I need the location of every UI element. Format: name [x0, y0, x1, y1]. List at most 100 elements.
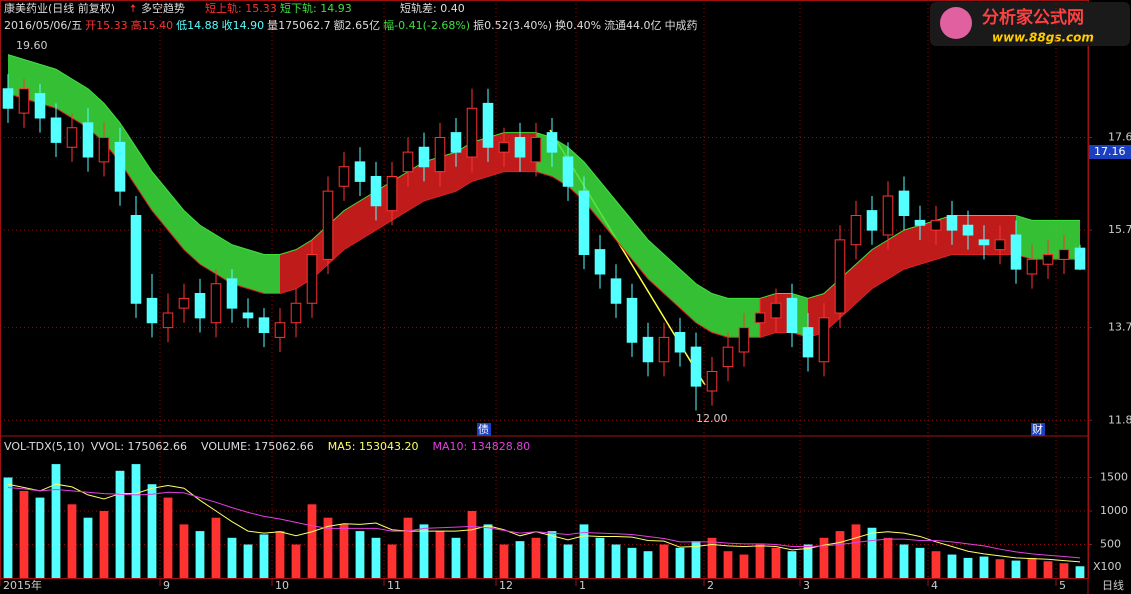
low-label: 12.00 — [696, 412, 728, 425]
volume-label: MA10: 134828.80 — [432, 440, 530, 453]
candle-body — [786, 297, 798, 333]
candle-body — [226, 278, 238, 309]
x-tick-label: 4 — [931, 579, 938, 592]
candle-body — [946, 215, 958, 231]
x-tick-label: 2 — [707, 579, 714, 592]
event-label: 债 — [478, 422, 489, 436]
candle-body — [930, 219, 942, 231]
volume-bar — [1059, 563, 1069, 578]
candle-body — [994, 239, 1006, 251]
candle-body — [354, 161, 366, 182]
volume-header: VOL-TDX(5,10) VVOL: 175062.66 VOLUME: 1750… — [4, 440, 530, 453]
volume-bar — [771, 547, 781, 578]
volume-bar — [803, 544, 813, 578]
y-tick-label: 1000 — [1100, 504, 1128, 517]
arrow-icon: 🠅 — [130, 2, 136, 15]
candle-body — [466, 107, 478, 158]
info-line: 2016/05/06/五 开15.33 高15.40 低14.88 收14.90 量175… — [4, 18, 698, 32]
volume-bar — [579, 524, 589, 578]
candle-body — [754, 312, 766, 324]
x-tick-label: 1 — [579, 579, 586, 592]
band-segment — [920, 220, 936, 265]
candle-body — [706, 371, 718, 392]
volume-bar — [147, 484, 157, 578]
volume-bar — [259, 534, 269, 578]
volume-bar — [515, 541, 525, 578]
x-tick-label: 5 — [1059, 579, 1066, 592]
volume-bar — [787, 551, 797, 578]
band-lower-line — [7, 93, 1080, 338]
band-segment — [1032, 220, 1048, 260]
volume-bar — [275, 531, 285, 578]
info-item: 低14.88 — [176, 19, 219, 32]
volume-bar — [963, 557, 973, 578]
candle-body — [370, 176, 382, 207]
volume-bar — [611, 544, 621, 578]
candle-body — [674, 332, 686, 353]
volume-bar — [883, 537, 893, 578]
band-segment — [408, 161, 424, 211]
candle-body — [514, 137, 526, 158]
band-segment — [264, 254, 280, 294]
candle-body — [658, 336, 670, 363]
rail-diff-label: 短轨差: 0.40 — [400, 1, 465, 15]
candle-body — [386, 176, 398, 212]
band-segment — [712, 293, 728, 338]
volume-bar — [339, 524, 349, 578]
volume-bar — [467, 511, 477, 578]
high-label: 19.60 — [16, 39, 48, 52]
info-item: 量175062.7 — [267, 19, 331, 32]
volume-bar — [1043, 561, 1053, 578]
volume-bar — [451, 537, 461, 578]
volume-bar — [435, 531, 445, 578]
candle-body — [450, 132, 462, 153]
volume-bar — [931, 551, 941, 578]
x-tick-label: 9 — [163, 579, 170, 592]
volume-bar — [979, 556, 989, 578]
candle-body — [530, 137, 542, 163]
candle-body — [834, 239, 846, 314]
candle-body — [274, 322, 286, 338]
candle-body — [130, 215, 142, 304]
candle-body — [770, 302, 782, 319]
y-tick-label: 13.7 — [1108, 321, 1131, 334]
volume-bar — [179, 524, 189, 578]
candle-body — [114, 141, 126, 192]
info-item: 高15.40 — [131, 18, 174, 32]
y-tick-label: 17.6 — [1108, 131, 1131, 144]
volume-unit: X100 — [1093, 560, 1122, 573]
band-segment — [872, 239, 888, 289]
volume-bar — [547, 531, 557, 578]
volume-bar — [227, 537, 237, 578]
info-item: 中成药 — [665, 19, 698, 32]
volume-label: VVOL: 175062.66 — [91, 440, 187, 453]
candle-body — [882, 195, 894, 236]
volume-bar — [707, 537, 717, 578]
candle-body — [1026, 258, 1038, 275]
volume-bar — [531, 537, 541, 578]
volume-bar — [723, 551, 733, 578]
volume-bar — [387, 544, 397, 578]
volume-bar — [563, 544, 573, 578]
band-segment — [184, 210, 200, 265]
candle-body — [290, 302, 302, 324]
volume-bar — [995, 559, 1005, 578]
candle-body — [850, 215, 862, 246]
candle-body — [50, 117, 62, 143]
band-segment — [8, 54, 24, 99]
y-tick-label: 500 — [1100, 538, 1121, 551]
candle-body — [802, 327, 814, 358]
logo-text: 分析家公式网 — [982, 7, 1084, 28]
volume-bar — [403, 517, 413, 578]
volume-bar — [291, 544, 301, 578]
volume-bar — [659, 544, 669, 578]
candle-body — [162, 312, 174, 329]
band-upper-line — [7, 54, 1080, 299]
candle-body — [2, 88, 14, 109]
event-box — [477, 423, 491, 436]
candle-body — [434, 137, 446, 173]
band-segment — [120, 122, 136, 187]
volume-bar — [371, 537, 381, 578]
logo-box — [930, 2, 1130, 46]
